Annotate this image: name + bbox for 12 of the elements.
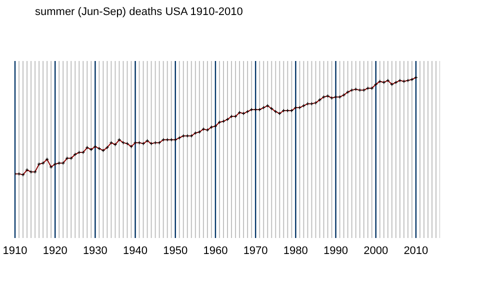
x-tick-label: 1910 xyxy=(2,244,28,257)
x-tick-label: 2010 xyxy=(404,244,428,257)
x-tick-label: 1960 xyxy=(203,244,228,257)
x-tick-label: 1980 xyxy=(283,244,308,257)
x-tick-label: 1940 xyxy=(123,244,148,257)
x-tick-label: 1970 xyxy=(243,244,268,257)
chart-title: summer (Jun-Sep) deaths USA 1910-2010 xyxy=(35,6,243,18)
x-tick-label: 1990 xyxy=(324,244,348,257)
x-tick-label: 1930 xyxy=(82,244,108,257)
x-tick-label: 2000 xyxy=(364,244,388,257)
x-tick-label: 1920 xyxy=(42,244,68,257)
x-tick-label: 1950 xyxy=(163,244,188,257)
